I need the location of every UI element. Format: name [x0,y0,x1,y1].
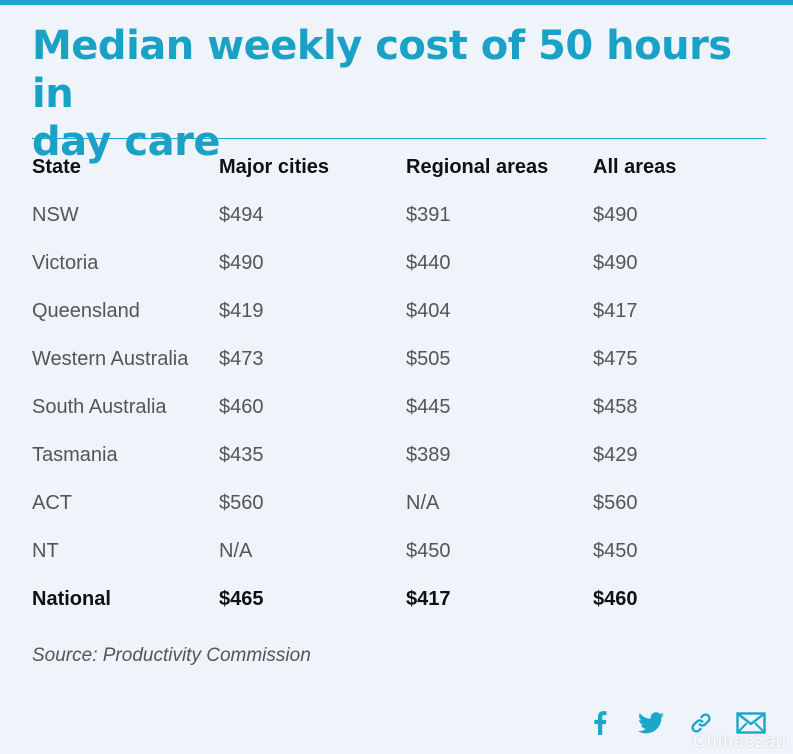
facebook-icon [594,711,607,735]
cell-all-areas: $429 [593,443,638,466]
cell-state: National [32,587,111,610]
cell-all-areas: $417 [593,299,638,322]
cell-major-cities: $560 [219,491,264,514]
cell-all-areas: $450 [593,539,638,562]
cell-state: South Australia [32,395,167,418]
cell-major-cities: $473 [219,347,264,370]
cell-all-areas: $475 [593,347,638,370]
header-all-areas: All areas [593,155,677,178]
cell-regional-areas: $450 [406,539,451,562]
cell-all-areas: $560 [593,491,638,514]
header-regional-areas: Regional areas [406,155,549,178]
source-note: Source: Productivity Commission [32,645,311,666]
table-row: South Australia $460 $445 $458 [32,383,743,431]
cell-regional-areas: $404 [406,299,451,322]
cell-major-cities: $419 [219,299,264,322]
cell-regional-areas: $391 [406,203,451,226]
cell-regional-areas: $505 [406,347,451,370]
email-share-button[interactable] [735,708,767,738]
cell-major-cities: $494 [219,203,264,226]
table-row: Western Australia $473 $505 $475 [32,335,743,383]
title-line-2: day care [32,119,220,165]
cell-state: NT [32,539,59,562]
cell-state: Western Australia [32,347,189,370]
cell-regional-areas: $440 [406,251,451,274]
cell-state: Victoria [32,251,99,274]
cell-major-cities: $465 [219,587,264,610]
page-title: Median weekly cost of 50 hours in day ca… [32,22,762,166]
table-row: Queensland $419 $404 $417 [32,287,743,335]
table-row: NSW $494 $391 $490 [32,191,743,239]
copy-link-button[interactable] [689,708,713,738]
cell-all-areas: $490 [593,203,638,226]
cell-regional-areas: N/A [406,491,440,514]
cell-all-areas: $458 [593,395,638,418]
cell-major-cities: N/A [219,539,253,562]
table-row: Victoria $490 $440 $490 [32,239,743,287]
cell-all-areas: $490 [593,251,638,274]
cell-state: ACT [32,491,72,514]
cell-regional-areas: $389 [406,443,451,466]
header-major-cities: Major cities [219,155,330,178]
cell-state: Queensland [32,299,140,322]
top-accent-bar [0,0,793,5]
cell-state: Tasmania [32,443,118,466]
table-total-row: National $465 $417 $460 [32,575,743,623]
link-icon [691,713,711,733]
twitter-icon [638,712,664,734]
cell-major-cities: $490 [219,251,264,274]
cell-major-cities: $435 [219,443,264,466]
watermark-text: Chinaczau [692,731,787,751]
cell-regional-areas: $417 [406,587,451,610]
cost-table: State Major cities Regional areas All ar… [32,143,743,623]
email-icon [736,712,766,734]
twitter-share-button[interactable] [637,708,665,738]
cell-all-areas: $460 [593,587,638,610]
table-row: NT N/A $450 $450 [32,527,743,575]
facebook-share-button[interactable] [590,708,610,738]
table-row: Tasmania $435 $389 $429 [32,431,743,479]
header-state: State [32,155,81,178]
table-row: ACT $560 N/A $560 [32,479,743,527]
cell-state: NSW [32,203,79,226]
title-line-1: Median weekly cost of 50 hours in [32,23,732,117]
cell-regional-areas: $445 [406,395,451,418]
cell-major-cities: $460 [219,395,264,418]
title-divider [32,138,766,139]
table-header-row: State Major cities Regional areas All ar… [32,143,743,191]
